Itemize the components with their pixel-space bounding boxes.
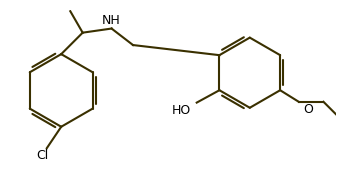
Text: Cl: Cl [36,149,49,162]
Text: HO: HO [171,104,190,117]
Text: O: O [303,103,313,116]
Text: NH: NH [102,14,121,27]
